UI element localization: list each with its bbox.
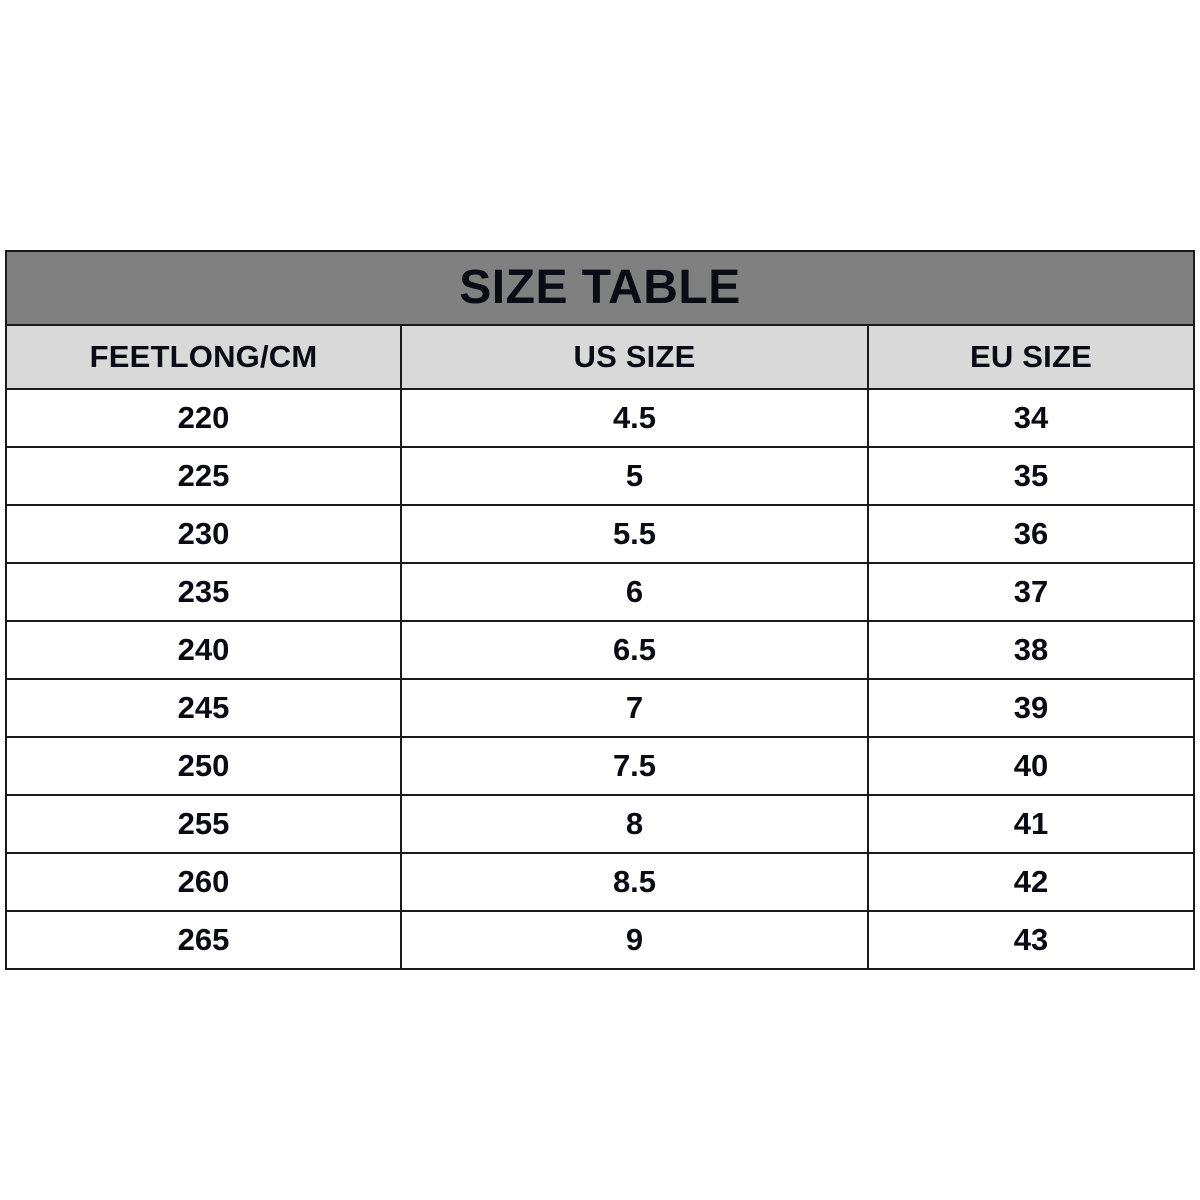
cell-us-size: 5 xyxy=(400,446,869,506)
cell-feetlong-cm: 260 xyxy=(5,852,402,912)
cell-us-size: 4.5 xyxy=(400,388,869,448)
cell-feetlong-cm: 255 xyxy=(5,794,402,854)
cell-eu-size: 37 xyxy=(867,562,1195,622)
table-row: 240 6.5 38 xyxy=(5,620,1195,680)
table-row: 250 7.5 40 xyxy=(5,736,1195,796)
cell-eu-size: 35 xyxy=(867,446,1195,506)
cell-feetlong-cm: 230 xyxy=(5,504,402,564)
table-row: 265 9 43 xyxy=(5,910,1195,970)
cell-us-size: 5.5 xyxy=(400,504,869,564)
column-header-feetlong-cm: FEETLONG/CM xyxy=(5,324,402,390)
size-table: SIZE TABLE FEETLONG/CM US SIZE EU SIZE 2… xyxy=(5,250,1195,970)
cell-feetlong-cm: 225 xyxy=(5,446,402,506)
table-row: 260 8.5 42 xyxy=(5,852,1195,912)
cell-us-size: 9 xyxy=(400,910,869,970)
cell-eu-size: 39 xyxy=(867,678,1195,738)
cell-feetlong-cm: 265 xyxy=(5,910,402,970)
cell-eu-size: 36 xyxy=(867,504,1195,564)
cell-us-size: 8.5 xyxy=(400,852,869,912)
cell-eu-size: 41 xyxy=(867,794,1195,854)
cell-eu-size: 43 xyxy=(867,910,1195,970)
table-row: 225 5 35 xyxy=(5,446,1195,506)
cell-us-size: 6.5 xyxy=(400,620,869,680)
table-header-row: FEETLONG/CM US SIZE EU SIZE xyxy=(5,324,1195,390)
table-row: 235 6 37 xyxy=(5,562,1195,622)
cell-eu-size: 40 xyxy=(867,736,1195,796)
table-row: 220 4.5 34 xyxy=(5,388,1195,448)
size-table-body: SIZE TABLE FEETLONG/CM US SIZE EU SIZE 2… xyxy=(5,250,1195,970)
column-header-us-size: US SIZE xyxy=(400,324,869,390)
table-title-row: SIZE TABLE xyxy=(5,250,1195,326)
cell-feetlong-cm: 250 xyxy=(5,736,402,796)
table-row: 230 5.5 36 xyxy=(5,504,1195,564)
cell-eu-size: 42 xyxy=(867,852,1195,912)
cell-us-size: 6 xyxy=(400,562,869,622)
table-row: 255 8 41 xyxy=(5,794,1195,854)
column-header-eu-size: EU SIZE xyxy=(867,324,1195,390)
cell-feetlong-cm: 220 xyxy=(5,388,402,448)
cell-us-size: 8 xyxy=(400,794,869,854)
table-row: 245 7 39 xyxy=(5,678,1195,738)
table-title-cell: SIZE TABLE xyxy=(5,250,1195,326)
cell-eu-size: 34 xyxy=(867,388,1195,448)
size-table-container: SIZE TABLE FEETLONG/CM US SIZE EU SIZE 2… xyxy=(5,250,1195,970)
cell-feetlong-cm: 235 xyxy=(5,562,402,622)
cell-feetlong-cm: 240 xyxy=(5,620,402,680)
cell-eu-size: 38 xyxy=(867,620,1195,680)
cell-us-size: 7 xyxy=(400,678,869,738)
cell-us-size: 7.5 xyxy=(400,736,869,796)
page-title: SIZE TABLE xyxy=(459,261,741,314)
cell-feetlong-cm: 245 xyxy=(5,678,402,738)
